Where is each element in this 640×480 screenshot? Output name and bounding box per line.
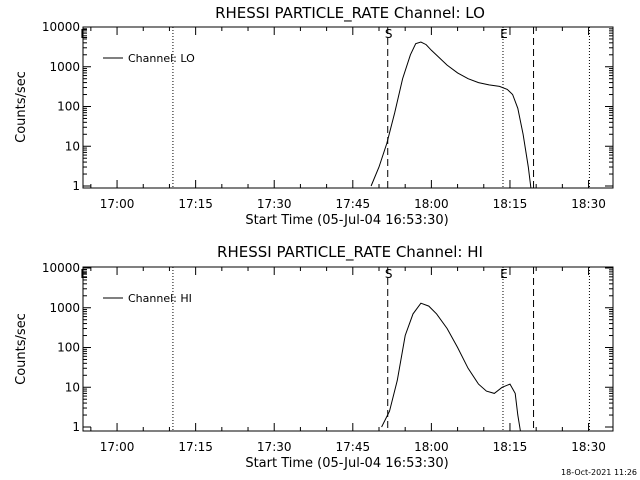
marker-label: E bbox=[500, 267, 508, 281]
y-tick-label: 10000 bbox=[42, 261, 80, 275]
y-tick-label: 10 bbox=[65, 139, 80, 153]
legend-label: Channel: LO bbox=[128, 52, 195, 65]
x-tick-label: 18:30 bbox=[571, 440, 606, 454]
marker-label: S bbox=[385, 267, 393, 281]
x-tick-label: 17:45 bbox=[336, 440, 371, 454]
legend: Channel: LO bbox=[103, 52, 195, 65]
y-axis-label: Counts/sec bbox=[14, 313, 29, 385]
y-tick-label: 10000 bbox=[42, 20, 80, 34]
y-tick-label: 1 bbox=[72, 420, 80, 434]
y-tick-label: 1000 bbox=[49, 301, 80, 315]
y-axis-label: Counts/sec bbox=[14, 71, 29, 143]
plot-frame bbox=[82, 26, 614, 189]
legend: Channel: HI bbox=[103, 292, 192, 305]
x-tick-label: 17:00 bbox=[100, 197, 135, 211]
chart-title: RHESSI PARTICLE_RATE Channel: HI bbox=[217, 243, 483, 262]
marker-label: E bbox=[500, 27, 508, 41]
x-tick-label: 18:00 bbox=[414, 440, 449, 454]
x-tick-label: 17:15 bbox=[178, 197, 213, 211]
plot-timestamp: 18-Oct-2021 11:26 bbox=[561, 468, 637, 477]
x-tick-label: 17:30 bbox=[257, 197, 292, 211]
x-tick-label: 18:30 bbox=[571, 197, 606, 211]
x-tick-label: 17:30 bbox=[257, 440, 292, 454]
marker-label: S bbox=[385, 27, 393, 41]
x-tick-label: 18:15 bbox=[493, 197, 528, 211]
x-tick-label: 18:00 bbox=[414, 197, 449, 211]
x-tick-label: 17:00 bbox=[100, 440, 135, 454]
chart-title: RHESSI PARTICLE_RATE Channel: LO bbox=[215, 4, 485, 23]
x-tick-label: 17:45 bbox=[336, 197, 371, 211]
series-line-hi bbox=[381, 302, 521, 431]
x-axis: 17:00 17:15 17:30 17:45 18:00 18:15 18:30 bbox=[90, 267, 606, 454]
y-tick-label: 1 bbox=[72, 179, 80, 193]
y-axis: 1 10 100 1000 10000 bbox=[42, 20, 613, 193]
x-axis-label: Start Time (05-Jul-04 16:53:30) bbox=[245, 213, 448, 228]
series-line-lo bbox=[370, 41, 532, 189]
x-axis-label: Start Time (05-Jul-04 16:53:30) bbox=[245, 456, 448, 471]
marker-label: E bbox=[80, 27, 88, 41]
y-tick-label: 1000 bbox=[49, 60, 80, 74]
x-axis: 17:00 17:15 17:30 17:45 18:00 18:15 18:30 bbox=[90, 27, 606, 211]
panel-lo: RHESSI PARTICLE_RATE Channel: LO E S E 1 10… bbox=[14, 4, 614, 228]
x-tick-label: 17:15 bbox=[178, 440, 213, 454]
y-tick-label: 100 bbox=[57, 341, 80, 355]
y-tick-label: 100 bbox=[57, 100, 80, 114]
y-tick-label: 10 bbox=[65, 380, 80, 394]
y-axis: 1 10 100 1000 10000 bbox=[42, 261, 613, 434]
legend-label: Channel: HI bbox=[128, 292, 192, 305]
x-tick-label: 18:15 bbox=[493, 440, 528, 454]
